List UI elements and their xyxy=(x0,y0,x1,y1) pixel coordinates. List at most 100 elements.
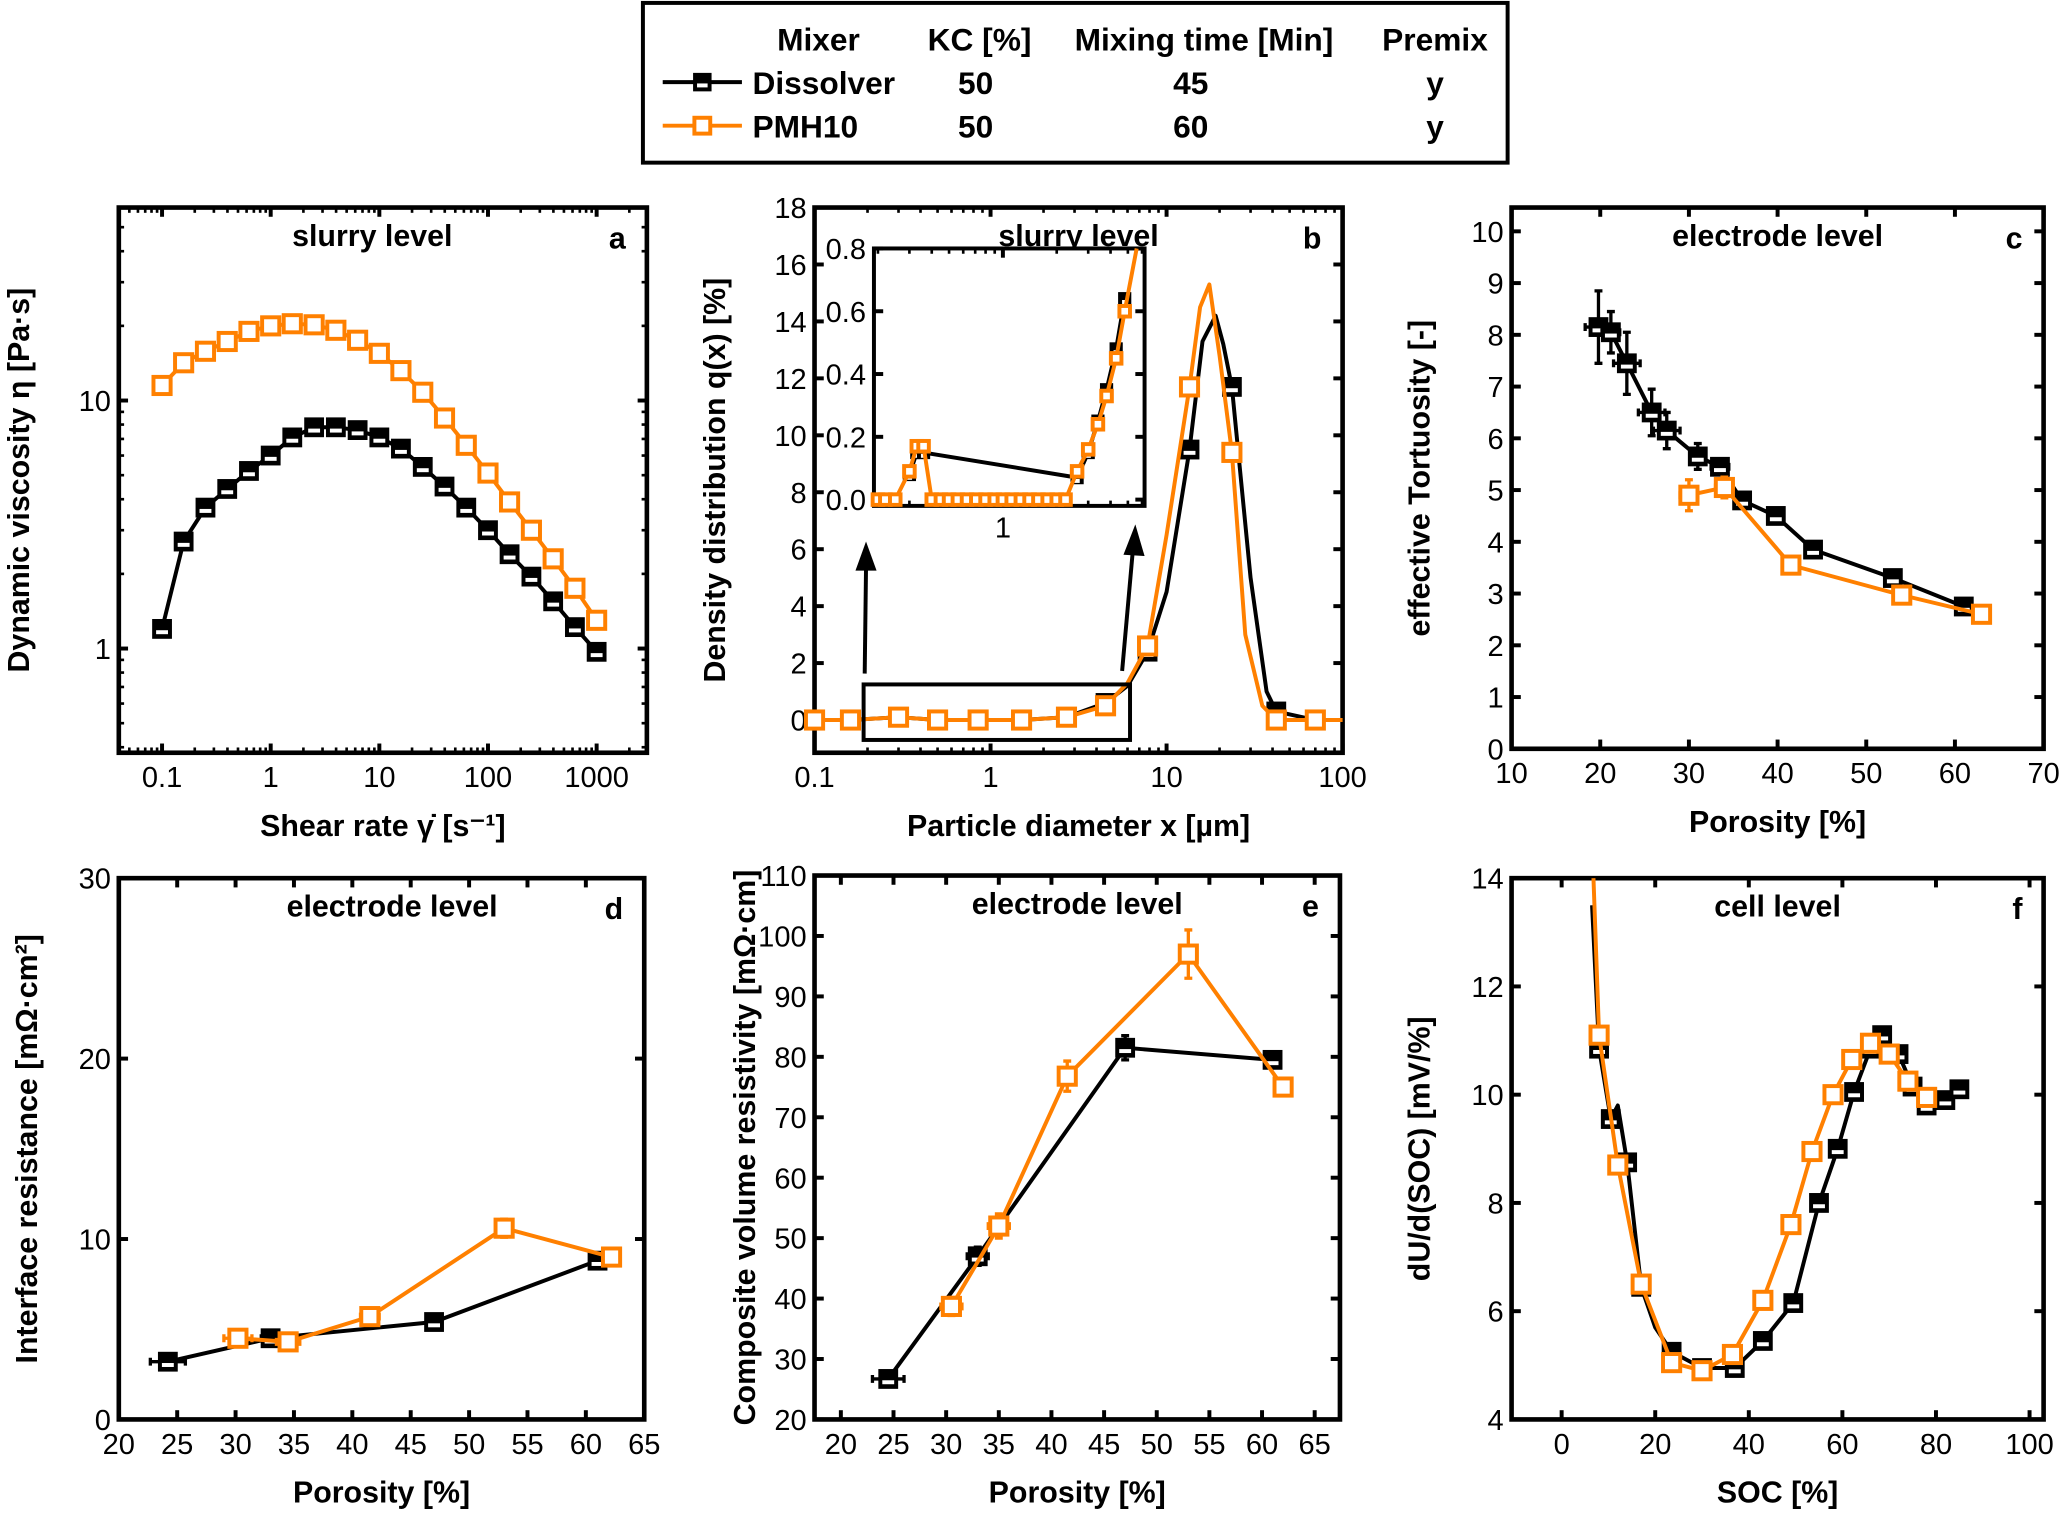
data-point-dissolver xyxy=(173,531,194,552)
y-tick-label: 0 xyxy=(790,706,806,738)
x-tick-label: 60 xyxy=(1826,1429,1858,1461)
data-point-pmh10 xyxy=(1661,1352,1683,1374)
series-dissolver xyxy=(1583,289,1974,617)
data-point-dissolver xyxy=(1765,506,1786,526)
data-point-dissolver xyxy=(239,461,259,481)
plot-frame xyxy=(116,875,647,1422)
y-tick-label: 9 xyxy=(1487,269,1503,301)
data-point-pmh10 xyxy=(1691,1360,1713,1382)
panel-letter: b xyxy=(1303,222,1322,255)
data-point-pmh10 xyxy=(1117,303,1132,319)
series-dissolver xyxy=(148,1250,608,1372)
y-tick-label: 20 xyxy=(79,1044,111,1076)
data-point-pmh10 xyxy=(325,319,347,341)
y-tick-label: 6 xyxy=(1487,1297,1503,1329)
legend-mixer-pmh10: PMH10 xyxy=(752,109,858,145)
data-point-pmh10 xyxy=(1058,492,1073,507)
data-point-pmh10 xyxy=(1137,635,1159,657)
panel-b: 0.1 1 10 100 0 2 4 6 8 10 12 14 16 18 Particle diamete… xyxy=(699,193,1367,843)
x-tick-label: 35 xyxy=(983,1429,1015,1461)
data-point-pmh10 xyxy=(967,709,989,731)
y-tick-label: 20 xyxy=(774,1405,806,1437)
legend-premix-pmh10: y xyxy=(1426,109,1444,145)
panel-letter: d xyxy=(605,893,624,926)
data-point-pmh10 xyxy=(303,314,325,336)
data-point-dissolver xyxy=(499,544,520,565)
y-tick-label: 10 xyxy=(79,386,111,418)
y-tick-label: 0.6 xyxy=(826,297,866,329)
data-point-pmh10 xyxy=(927,709,949,731)
data-point-pmh10 xyxy=(1970,603,1993,625)
data-point-pmh10 xyxy=(1897,1070,1919,1092)
panel-letter: f xyxy=(2012,893,2023,926)
y-tick-label: 12 xyxy=(774,364,806,396)
data-point-dissolver xyxy=(325,417,346,438)
y-axis-label: Composite volume resistivity [mΩ·cm] xyxy=(729,870,762,1426)
data-point-dissolver xyxy=(1221,377,1242,397)
x-tick-label: 50 xyxy=(1141,1429,1173,1461)
data-point-dissolver xyxy=(217,479,238,499)
data-point-pmh10 xyxy=(600,1246,623,1268)
y-tick-label: 110 xyxy=(760,861,806,893)
series-dissolver xyxy=(870,1034,1283,1389)
y-tick-label: 6 xyxy=(1487,424,1503,456)
x-tick-label: 100 xyxy=(2005,1429,2053,1461)
data-point-dissolver xyxy=(1616,353,1637,374)
x-tick-label: 1 xyxy=(263,762,279,794)
data-point-pmh10 xyxy=(1878,1043,1900,1065)
y-axis-label: dU/d(SOC) [mV/%] xyxy=(1404,1016,1437,1281)
y-tick-label: 30 xyxy=(79,864,111,896)
level-label: cell level xyxy=(1714,890,1841,923)
data-point-pmh10 xyxy=(227,1327,249,1349)
data-point-pmh10 xyxy=(1630,1273,1652,1295)
data-point-pmh10 xyxy=(216,330,238,353)
data-point-pmh10 xyxy=(1841,1048,1863,1071)
data-point-dissolver xyxy=(521,566,542,587)
y-tick-label: 14 xyxy=(1471,864,1503,896)
data-point-dissolver xyxy=(434,476,455,497)
y-tick-label: 10 xyxy=(1471,217,1503,249)
legend-kc-pmh10: 50 xyxy=(958,109,993,145)
data-point-pmh10 xyxy=(1080,442,1096,457)
x-tick-label: 50 xyxy=(1850,758,1882,790)
x-tick-label: 20 xyxy=(103,1429,135,1461)
data-point-pmh10 xyxy=(1094,695,1117,717)
data-point-dissolver xyxy=(1752,1331,1773,1351)
x-tick-label: 30 xyxy=(930,1429,962,1461)
x-tick-label: 1 xyxy=(982,762,998,794)
y-tick-label: 18 xyxy=(774,193,806,225)
x-tick-label: 70 xyxy=(2027,758,2059,790)
data-point-pmh10 xyxy=(493,1217,515,1239)
data-point-pmh10 xyxy=(1265,709,1287,731)
data-point-pmh10 xyxy=(238,320,260,342)
data-point-pmh10 xyxy=(281,313,303,335)
data-point-pmh10 xyxy=(499,491,521,513)
data-point-pmh10 xyxy=(455,434,477,456)
x-tick-label: 1000 xyxy=(564,762,629,794)
plot-frame xyxy=(116,205,650,756)
y-tick-label: 12 xyxy=(1471,972,1503,1004)
data-point-dissolver xyxy=(565,617,585,638)
data-point-dissolver xyxy=(347,420,368,440)
x-tick-label: 35 xyxy=(278,1429,310,1461)
data-point-pmh10 xyxy=(902,464,917,479)
series-pmh10 xyxy=(151,313,608,631)
y-tick-label: 2 xyxy=(790,649,806,681)
legend-header-premix: Premix xyxy=(1382,21,1488,57)
legend-kc-dissolver: 50 xyxy=(958,65,993,101)
y-tick-label: 0 xyxy=(1487,734,1503,766)
data-point-pmh10 xyxy=(1607,1154,1629,1176)
data-point-pmh10 xyxy=(477,462,499,484)
data-point-pmh10 xyxy=(433,407,456,429)
y-tick-label: 0 xyxy=(95,1405,111,1437)
data-point-pmh10 xyxy=(1069,464,1085,479)
y-tick-label: 40 xyxy=(774,1284,806,1316)
panel-d: 20 25 30 35 40 45 50 55 60 65 0 10 20 30 Porosity [%] I… xyxy=(11,864,660,1510)
x-tick-label: 45 xyxy=(1088,1429,1120,1461)
data-point-pmh10 xyxy=(1801,1140,1823,1163)
legend-header-mixing-time: Mixing time [Min] xyxy=(1075,21,1334,57)
data-point-pmh10 xyxy=(173,352,195,374)
x-tick-label: 30 xyxy=(1673,758,1705,790)
plot-area xyxy=(118,878,645,1420)
data-point-dissolver xyxy=(1949,1079,1970,1100)
